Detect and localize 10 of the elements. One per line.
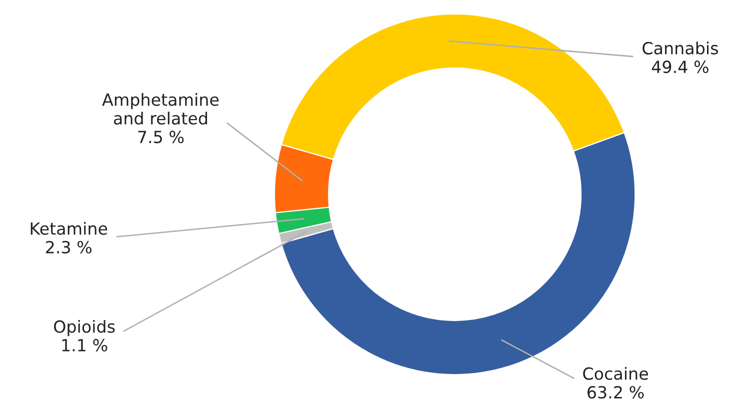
slice-label: Cocaine — [583, 367, 648, 380]
data-label: 63.2 % — [588, 386, 644, 399]
data-label: 49.4 % — [652, 60, 708, 74]
slice-label: Opioids — [54, 320, 115, 336]
data-label: 1.1 % — [62, 338, 108, 352]
data-label: 2.3 % — [46, 240, 92, 254]
slice-label: Cannabis — [642, 42, 718, 55]
slice-label: Amphetamine and related — [102, 93, 219, 125]
data-label: 7.5 % — [138, 130, 184, 144]
slice-label: Ketamine — [30, 222, 108, 235]
